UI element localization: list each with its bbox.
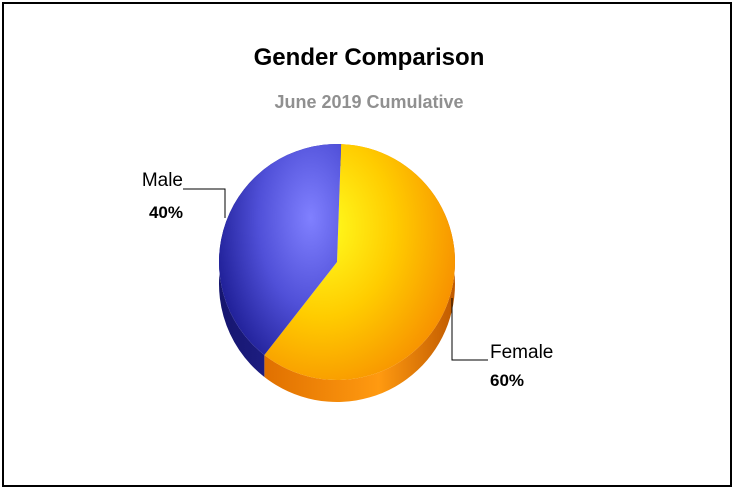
pie-slice-male xyxy=(219,144,342,355)
slice-label-male: Male xyxy=(142,170,183,191)
leader-line-male xyxy=(183,188,226,218)
pie-slice-side-female xyxy=(264,144,456,402)
chart-title: Gender Comparison xyxy=(253,44,485,71)
chart-subtitle: June 2019 Cumulative xyxy=(274,92,464,112)
leader-line-female xyxy=(451,298,488,361)
slice-label-female: Female xyxy=(490,342,553,363)
slice-value-male: 40% xyxy=(149,203,183,222)
slice-value-female: 60% xyxy=(490,371,524,390)
pie-slice-female xyxy=(264,144,456,381)
